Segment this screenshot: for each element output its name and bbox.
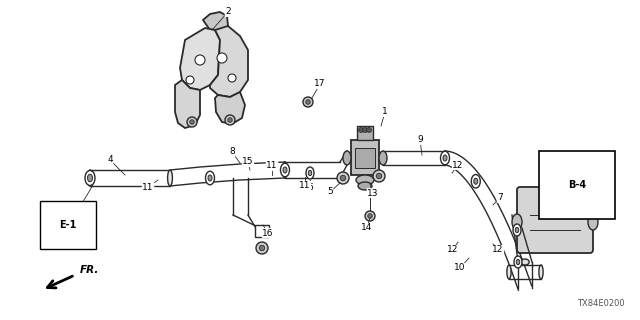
- Ellipse shape: [308, 170, 312, 176]
- Circle shape: [225, 115, 235, 125]
- Ellipse shape: [443, 151, 447, 165]
- Ellipse shape: [306, 167, 314, 179]
- Text: 12: 12: [492, 245, 504, 254]
- Bar: [355, 148, 375, 168]
- Circle shape: [189, 120, 195, 124]
- Ellipse shape: [280, 163, 289, 177]
- Ellipse shape: [516, 260, 520, 265]
- Ellipse shape: [515, 228, 519, 233]
- Text: E-1: E-1: [60, 220, 77, 230]
- FancyBboxPatch shape: [517, 187, 593, 253]
- Text: 11: 11: [300, 181, 311, 190]
- Text: 11: 11: [266, 162, 278, 171]
- Ellipse shape: [168, 170, 172, 186]
- Ellipse shape: [512, 214, 522, 230]
- Ellipse shape: [443, 155, 447, 161]
- Circle shape: [256, 242, 268, 254]
- Ellipse shape: [588, 214, 598, 230]
- Circle shape: [368, 214, 372, 218]
- Text: 7: 7: [497, 194, 503, 203]
- Ellipse shape: [343, 151, 351, 165]
- Ellipse shape: [356, 175, 374, 185]
- Circle shape: [367, 127, 371, 132]
- Text: FR.: FR.: [80, 265, 99, 275]
- Circle shape: [217, 53, 227, 63]
- Bar: [351, 140, 379, 175]
- Ellipse shape: [379, 151, 387, 165]
- Circle shape: [228, 118, 232, 122]
- Circle shape: [340, 175, 346, 181]
- Circle shape: [228, 74, 236, 82]
- Text: 13: 13: [367, 188, 379, 197]
- Ellipse shape: [358, 182, 372, 190]
- Circle shape: [259, 245, 265, 251]
- Text: 17: 17: [314, 79, 326, 89]
- Polygon shape: [215, 92, 245, 124]
- Text: 4: 4: [107, 156, 113, 164]
- Text: 12: 12: [447, 245, 459, 254]
- Text: 14: 14: [362, 223, 372, 233]
- Ellipse shape: [283, 162, 287, 178]
- Ellipse shape: [521, 259, 529, 265]
- Circle shape: [187, 117, 197, 127]
- Polygon shape: [210, 26, 248, 97]
- Text: 2: 2: [225, 7, 231, 17]
- Ellipse shape: [88, 174, 93, 182]
- Circle shape: [337, 172, 349, 184]
- Polygon shape: [203, 12, 228, 33]
- Text: 6: 6: [307, 183, 313, 193]
- Ellipse shape: [205, 171, 214, 185]
- Bar: [255, 225, 269, 237]
- Ellipse shape: [474, 178, 478, 184]
- Text: 8: 8: [229, 148, 235, 156]
- Ellipse shape: [539, 265, 543, 279]
- Ellipse shape: [514, 256, 522, 268]
- Text: TX84E0200: TX84E0200: [577, 299, 625, 308]
- Circle shape: [376, 173, 381, 179]
- Ellipse shape: [85, 171, 95, 186]
- Text: 10: 10: [454, 263, 466, 273]
- Text: 1: 1: [382, 108, 388, 116]
- Circle shape: [362, 127, 367, 132]
- Text: 3: 3: [597, 209, 603, 218]
- Ellipse shape: [507, 265, 511, 279]
- Ellipse shape: [471, 174, 480, 188]
- Circle shape: [373, 170, 385, 182]
- Text: 15: 15: [243, 157, 253, 166]
- Ellipse shape: [88, 170, 92, 186]
- Text: 5: 5: [327, 188, 333, 196]
- Text: 12: 12: [452, 161, 464, 170]
- Text: 16: 16: [262, 228, 274, 237]
- Text: B-4: B-4: [568, 180, 586, 190]
- Circle shape: [303, 97, 313, 107]
- Ellipse shape: [440, 151, 449, 165]
- Text: 9: 9: [417, 135, 423, 145]
- Circle shape: [306, 100, 310, 104]
- Bar: [357, 126, 373, 140]
- Circle shape: [195, 55, 205, 65]
- Circle shape: [358, 127, 364, 132]
- Ellipse shape: [208, 175, 212, 181]
- Polygon shape: [175, 80, 200, 128]
- Circle shape: [186, 76, 194, 84]
- Text: 11: 11: [142, 182, 154, 191]
- Circle shape: [365, 211, 375, 221]
- Ellipse shape: [513, 224, 521, 236]
- Polygon shape: [180, 28, 220, 90]
- Ellipse shape: [283, 167, 287, 173]
- Ellipse shape: [544, 184, 556, 192]
